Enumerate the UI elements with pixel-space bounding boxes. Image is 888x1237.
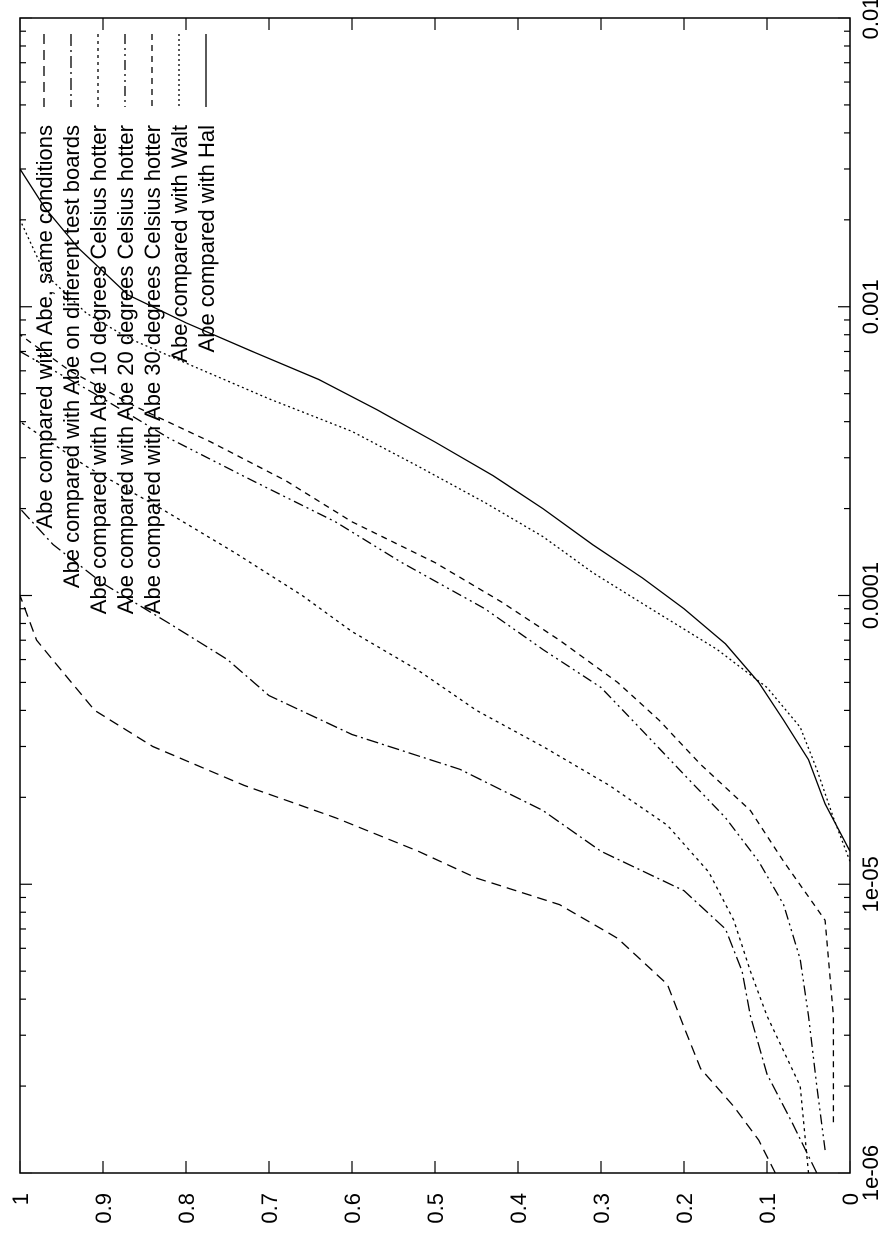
series-line-6 (19, 219, 851, 862)
y-tick-label: 0.7 (257, 1193, 282, 1224)
y-tick-label: 0 (838, 1193, 863, 1205)
legend-label-3: Abe compared with Abe 10 degrees Celsius… (86, 125, 111, 614)
y-tick-label: 0.5 (423, 1193, 448, 1224)
series-line-2 (19, 508, 818, 1174)
tick-layer: 1e-06 1e-05 0.0001 0.001 0.01 0 0.1 0.2 0.3 0.4 0.… (8, 0, 883, 1224)
x-tick-label: 0.001 (858, 279, 883, 334)
y-tick-label: 1 (8, 1193, 33, 1205)
legend-label-7: Abe compared with Hal (194, 125, 219, 352)
x-tick-label: 1e-05 (858, 856, 883, 912)
y-tick-label: 0.4 (506, 1193, 531, 1224)
y-tick-label: 0.2 (672, 1193, 697, 1224)
y-tick-label: 0.3 (589, 1193, 614, 1224)
y-tick-label: 0.9 (91, 1193, 116, 1224)
legend-label-1: Abe compared with Abe, same conditions (32, 125, 57, 529)
series-line-4 (19, 350, 826, 1151)
series-line-1 (19, 595, 776, 1174)
x-tick-label: 1e-06 (858, 1145, 883, 1201)
legend: Abe compared with Abe, same conditions Ab… (32, 34, 219, 614)
series-line-3 (19, 421, 810, 1174)
x-tick-label: 0.0001 (858, 562, 883, 629)
x-tick-label: 0.01 (858, 0, 883, 39)
legend-label-5: Abe compared with Abe 30 degrees Celsius… (140, 125, 165, 614)
y-tick-label: 0.6 (340, 1193, 365, 1224)
y-tick-label: 0.1 (755, 1193, 780, 1224)
y-tick-label: 0.8 (174, 1193, 199, 1224)
legend-label-6: Abe compared with Walt (167, 125, 192, 363)
legend-label-4: Abe compared with Abe 20 degrees Celsius… (113, 125, 138, 614)
series-layer (19, 168, 851, 1174)
series-line-7 (19, 168, 851, 852)
legend-label-2: Abe compared with Abe on different test … (59, 125, 84, 588)
